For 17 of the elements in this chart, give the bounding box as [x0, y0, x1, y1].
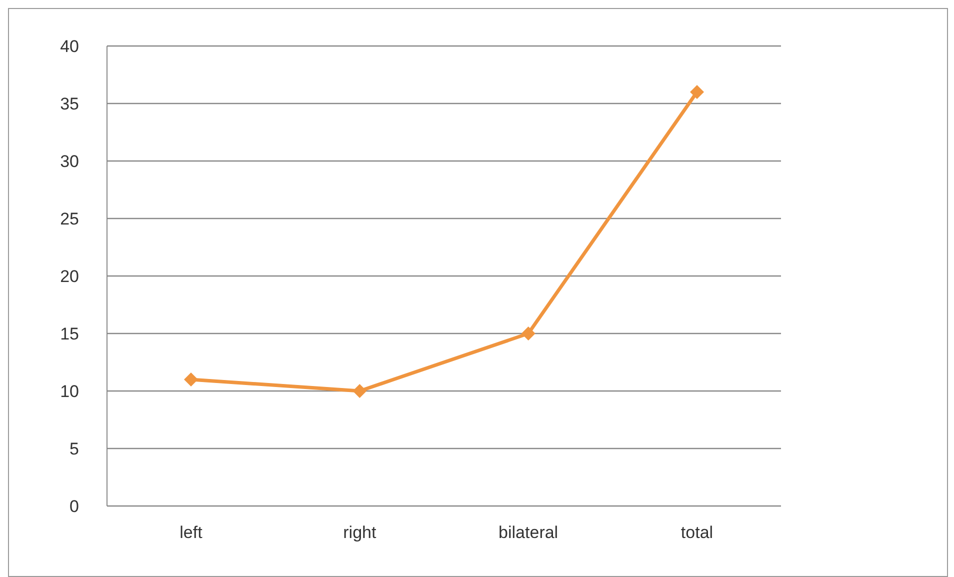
y-tick-label: 35 — [60, 94, 79, 114]
x-tick-label: right — [343, 523, 376, 542]
point — [690, 85, 704, 99]
point — [352, 384, 367, 398]
x-tick-label: bilateral — [498, 523, 558, 542]
x-tick-label: left — [180, 523, 203, 542]
y-tick-label: 25 — [60, 210, 79, 229]
y-tick-label: 40 — [60, 37, 79, 56]
y-tick-label: 5 — [70, 440, 79, 459]
y-tick-label: 10 — [60, 382, 79, 402]
y-tick-label: 20 — [60, 267, 79, 286]
x-tick-label: total — [680, 523, 714, 542]
point — [521, 326, 536, 340]
y-tick-label: 0 — [70, 497, 79, 516]
y-tick-label: 30 — [60, 152, 79, 172]
point — [184, 372, 198, 386]
y-tick-label: 15 — [60, 324, 79, 344]
